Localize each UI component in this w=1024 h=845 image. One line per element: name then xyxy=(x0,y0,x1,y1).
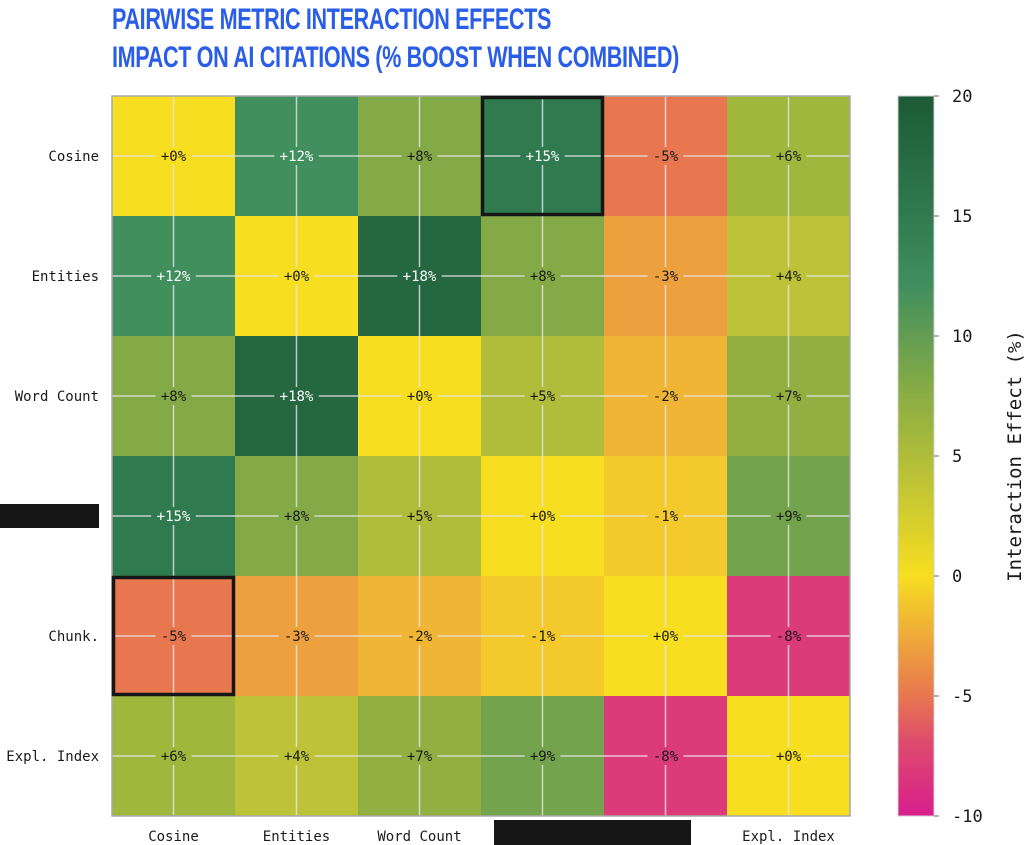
cell-label-background xyxy=(274,147,319,165)
column-label: Expl. Index xyxy=(742,829,835,845)
colorbar-tick-label: 5 xyxy=(952,447,962,467)
cell-value-label: +18% xyxy=(403,269,437,285)
cell-value-label: +12% xyxy=(157,269,191,285)
cell-value-label: +0% xyxy=(653,629,679,645)
colorbar-tick-label: 15 xyxy=(952,207,972,227)
cell-value-label: +7% xyxy=(407,749,433,765)
cell-value-label: -3% xyxy=(284,629,310,645)
cell-value-label: +0% xyxy=(530,509,556,525)
column-label: Word Count xyxy=(377,829,461,845)
cell-value-label: +4% xyxy=(284,749,310,765)
highlighted-cell-border xyxy=(480,95,605,217)
cell-value-label: +9% xyxy=(776,509,802,525)
cell-value-label: +0% xyxy=(776,749,802,765)
chart-title-line-2: IMPACT ON AI CITATIONS (% BOOST WHEN COM… xyxy=(112,41,680,74)
cell-label-background xyxy=(397,267,442,285)
row-label: Chunk. xyxy=(48,629,99,645)
cell-value-label: +8% xyxy=(161,389,187,405)
colorbar-tick-label: 10 xyxy=(952,327,972,347)
cell-label-background xyxy=(647,747,684,765)
cell-value-label: +8% xyxy=(530,269,556,285)
cell-value-label: +5% xyxy=(530,389,556,405)
cell-label-background xyxy=(770,507,807,525)
cell-label-background xyxy=(524,387,561,405)
highlighted-cell-border xyxy=(111,575,236,697)
cell-label-background xyxy=(524,507,561,525)
colorbar-tick-label: 20 xyxy=(952,87,972,107)
cell-label-background xyxy=(155,747,192,765)
cell-value-label: -2% xyxy=(653,389,679,405)
row-label: Entities xyxy=(32,269,99,285)
chart-title-line-1: PAIRWISE METRIC INTERACTION EFFECTS xyxy=(112,3,552,36)
colorbar xyxy=(897,95,935,817)
cell-label-background xyxy=(524,747,561,765)
cell-value-label: +0% xyxy=(284,269,310,285)
cell-value-label: -2% xyxy=(407,629,433,645)
cell-value-label: -8% xyxy=(653,749,679,765)
cell-label-background xyxy=(647,267,684,285)
cell-value-label: +0% xyxy=(161,149,187,165)
cell-value-label: -8% xyxy=(776,629,802,645)
cell-label-background xyxy=(401,387,438,405)
cell-label-background xyxy=(278,507,315,525)
cell-label-background xyxy=(770,147,807,165)
cell-label-background xyxy=(401,147,438,165)
cell-label-background xyxy=(524,267,561,285)
cell-value-label: +15% xyxy=(157,509,191,525)
cell-label-background xyxy=(401,747,438,765)
column-label: Entities xyxy=(263,829,330,845)
cell-value-label: +9% xyxy=(530,749,556,765)
cell-label-background xyxy=(647,147,684,165)
colorbar-tick-label: -10 xyxy=(952,807,983,827)
cell-value-label: +6% xyxy=(776,149,802,165)
cell-label-background xyxy=(401,627,438,645)
column-label: Cosine xyxy=(148,829,199,845)
cell-label-background xyxy=(524,627,561,645)
redacted-column-labels xyxy=(494,820,691,845)
cell-label-background xyxy=(647,387,684,405)
cell-value-label: +15% xyxy=(526,149,560,165)
cell-value-label: +4% xyxy=(776,269,802,285)
row-label: Word Count xyxy=(15,389,99,405)
cell-value-label: -1% xyxy=(653,509,679,525)
row-label: Expl. Index xyxy=(6,749,99,765)
cell-value-label: +8% xyxy=(407,149,433,165)
cell-label-background xyxy=(770,267,807,285)
colorbar-tick-label: 0 xyxy=(952,567,962,587)
cell-value-label: -5% xyxy=(653,149,679,165)
cell-label-background xyxy=(151,507,196,525)
row-label: Cosine xyxy=(48,149,99,165)
cell-value-label: -3% xyxy=(653,269,679,285)
colorbar-label: Interaction Effect (%) xyxy=(1004,330,1024,582)
cell-value-label: +12% xyxy=(280,149,314,165)
cell-value-label: +5% xyxy=(407,509,433,525)
cell-value-label: +8% xyxy=(284,509,310,525)
cell-value-label: +7% xyxy=(776,389,802,405)
cell-label-background xyxy=(770,387,807,405)
cell-label-background xyxy=(647,507,684,525)
cell-value-label: -1% xyxy=(530,629,556,645)
cell-value-label: +18% xyxy=(280,389,314,405)
colorbar-tick-label: -5 xyxy=(952,687,972,707)
cell-label-background xyxy=(274,387,319,405)
cell-label-background xyxy=(155,387,192,405)
cell-label-background xyxy=(520,147,565,165)
cell-value-label: +6% xyxy=(161,749,187,765)
cell-label-background xyxy=(155,147,192,165)
cell-label-background xyxy=(770,627,807,645)
redacted-row-label xyxy=(0,504,99,528)
cell-label-background xyxy=(278,747,315,765)
cell-value-label: +0% xyxy=(407,389,433,405)
cell-label-background xyxy=(401,507,438,525)
cell-label-background xyxy=(155,627,192,645)
cell-label-background xyxy=(278,627,315,645)
cell-label-background xyxy=(647,627,684,645)
cell-label-background xyxy=(278,267,315,285)
cell-value-label: -5% xyxy=(161,629,187,645)
cell-label-background xyxy=(770,747,807,765)
cell-label-background xyxy=(151,267,196,285)
